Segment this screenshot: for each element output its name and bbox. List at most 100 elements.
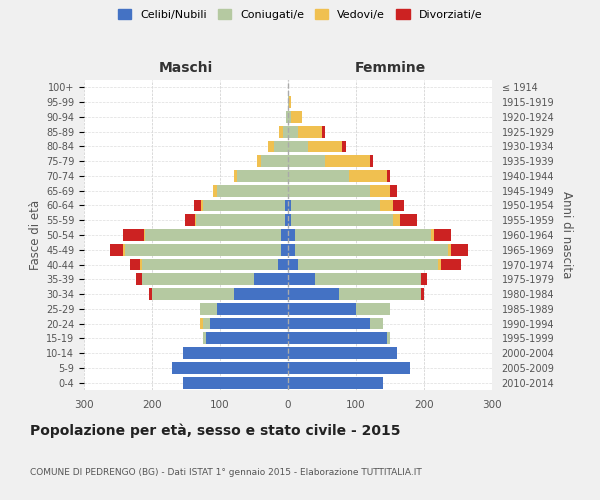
Bar: [386, 170, 390, 182]
Bar: [268, 140, 274, 152]
Bar: [421, 274, 427, 285]
Bar: [145, 229, 281, 241]
Bar: [370, 318, 383, 330]
Bar: [140, 258, 142, 270]
Bar: [281, 244, 288, 256]
Y-axis label: Anni di nascita: Anni di nascita: [560, 192, 573, 278]
Bar: [217, 303, 288, 314]
Bar: [182, 347, 288, 359]
Bar: [124, 229, 144, 241]
Bar: [315, 274, 421, 285]
Bar: [292, 200, 380, 211]
Bar: [298, 258, 437, 270]
Bar: [142, 258, 278, 270]
Bar: [124, 244, 125, 256]
Bar: [257, 156, 261, 167]
Bar: [288, 332, 386, 344]
Bar: [203, 332, 206, 344]
Bar: [434, 229, 451, 241]
Bar: [370, 185, 390, 196]
Bar: [288, 111, 292, 123]
Bar: [370, 156, 373, 167]
Bar: [400, 214, 417, 226]
Bar: [295, 229, 431, 241]
Bar: [172, 362, 288, 374]
Bar: [279, 126, 283, 138]
Text: COMUNE DI PEDRENGO (BG) - Dati ISTAT 1° gennaio 2015 - Elaborazione TUTTITALIA.I: COMUNE DI PEDRENGO (BG) - Dati ISTAT 1° …: [30, 468, 422, 477]
Bar: [292, 214, 394, 226]
Bar: [185, 214, 195, 226]
Bar: [130, 258, 140, 270]
Bar: [284, 200, 288, 211]
Bar: [288, 170, 349, 182]
Bar: [261, 156, 288, 167]
Text: Popolazione per età, sesso e stato civile - 2015: Popolazione per età, sesso e stato civil…: [30, 424, 401, 438]
Bar: [437, 258, 441, 270]
Bar: [349, 170, 386, 182]
Bar: [274, 140, 288, 152]
Bar: [288, 288, 339, 300]
Bar: [288, 362, 410, 374]
Bar: [281, 229, 288, 241]
Bar: [448, 244, 451, 256]
Bar: [110, 244, 124, 256]
Bar: [203, 318, 210, 330]
Bar: [288, 376, 383, 388]
Bar: [288, 347, 397, 359]
Bar: [195, 214, 196, 226]
Bar: [390, 185, 397, 196]
Bar: [431, 229, 434, 241]
Bar: [254, 274, 288, 285]
Bar: [286, 111, 288, 123]
Bar: [136, 274, 142, 285]
Legend: Celibi/Nubili, Coniugati/e, Vedovi/e, Divorziati/e: Celibi/Nubili, Coniugati/e, Vedovi/e, Di…: [115, 6, 485, 23]
Bar: [394, 214, 400, 226]
Bar: [343, 140, 346, 152]
Bar: [325, 156, 370, 167]
Bar: [233, 288, 288, 300]
Bar: [125, 244, 281, 256]
Bar: [201, 200, 203, 211]
Y-axis label: Fasce di età: Fasce di età: [29, 200, 42, 270]
Bar: [288, 185, 370, 196]
Bar: [288, 96, 289, 108]
Bar: [237, 170, 288, 182]
Bar: [233, 170, 237, 182]
Bar: [210, 318, 288, 330]
Bar: [200, 303, 217, 314]
Bar: [206, 332, 288, 344]
Bar: [288, 200, 292, 211]
Bar: [284, 214, 288, 226]
Bar: [386, 332, 390, 344]
Bar: [394, 200, 404, 211]
Bar: [152, 288, 233, 300]
Bar: [288, 258, 298, 270]
Bar: [200, 318, 203, 330]
Bar: [142, 274, 254, 285]
Bar: [308, 140, 343, 152]
Bar: [295, 244, 448, 256]
Bar: [149, 288, 152, 300]
Bar: [288, 156, 325, 167]
Bar: [196, 214, 284, 226]
Bar: [451, 244, 468, 256]
Bar: [182, 376, 288, 388]
Bar: [292, 111, 302, 123]
Bar: [288, 140, 308, 152]
Bar: [356, 303, 390, 314]
Bar: [213, 185, 217, 196]
Bar: [421, 288, 424, 300]
Bar: [194, 200, 201, 211]
Bar: [203, 200, 284, 211]
Bar: [283, 126, 288, 138]
Bar: [288, 303, 356, 314]
Bar: [339, 288, 421, 300]
Bar: [144, 229, 145, 241]
Bar: [289, 96, 292, 108]
Text: Femmine: Femmine: [355, 61, 425, 75]
Bar: [298, 126, 322, 138]
Bar: [288, 126, 298, 138]
Bar: [217, 185, 288, 196]
Bar: [288, 274, 315, 285]
Bar: [288, 244, 295, 256]
